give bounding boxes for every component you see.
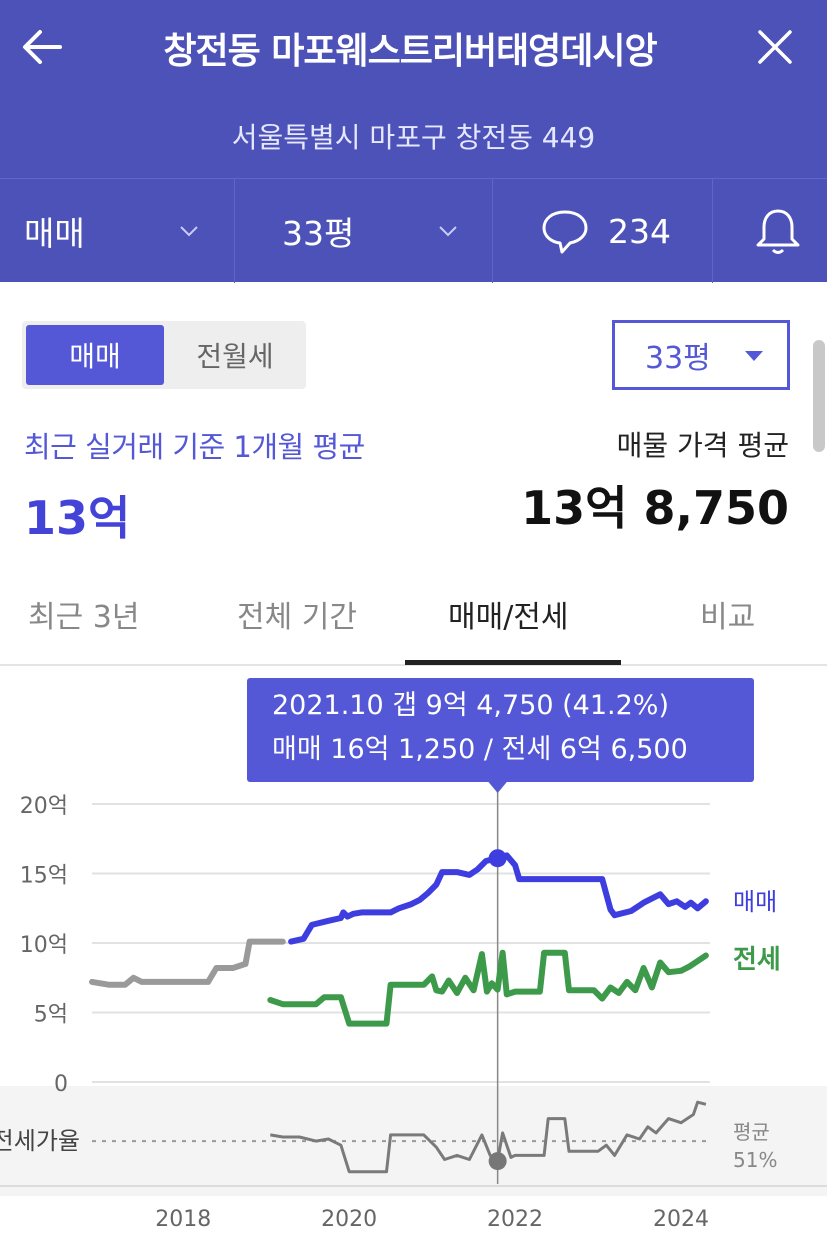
bell-icon [756,209,800,254]
past-sale-line [89,938,286,988]
comment-count: 234 [608,211,671,251]
average-value: 51% [733,1148,777,1172]
tooltip-line-2: 매매 16억 1,250 / 전세 6억 6,500 [272,734,688,765]
jeonse-line [267,949,709,1027]
highlight-point[interactable] [488,849,507,868]
toolbar-divider [492,179,493,283]
size-label: 33평 [282,214,355,253]
tooltip-pointer [487,781,508,793]
chevron-down-icon [439,226,457,237]
size-select[interactable]: 33평 [612,320,790,390]
y-tick-label: 0 [54,1072,68,1097]
x-tick-label: 2020 [321,1207,377,1232]
y-tick-label: 15억 [20,864,68,889]
period-tabs: 최근 3년 전체 기간 매매/전세 비교 [0,570,827,666]
tab-all-period[interactable]: 전체 기간 [237,600,357,635]
address-text: 서울특별시 마포구 창전동 449 [231,121,596,154]
notification-button[interactable] [752,179,808,283]
comments-button[interactable]: 234 [540,179,700,283]
ratio-highlight-point[interactable] [488,1152,507,1171]
series-label-sale: 매매 [733,888,777,916]
segment-sale[interactable]: 매매 [26,325,164,385]
y-tick-label: 20억 [20,794,68,819]
divider [0,1185,827,1187]
series-label-jeonse: 전세 [733,945,781,975]
size-select-value: 33평 [645,341,711,376]
toolbar-divider [234,179,235,283]
listing-price-value: 13억 8,750 [521,481,789,535]
close-icon[interactable] [752,24,798,70]
app-header: 창전동 마포웨스트리버태영데시앙 서울특별시 마포구 창전동 449 매매 33… [0,0,827,283]
tooltip-box [247,678,754,782]
tab-recent-3y[interactable]: 최근 3년 [28,600,140,635]
ratio-line [270,1100,707,1174]
deal-type-label: 매매 [24,214,85,253]
tab-compare[interactable]: 비교 [700,600,756,635]
recent-trade-label: 최근 실거래 기준 1개월 평균 [24,430,365,464]
x-tick-label: 2018 [155,1207,211,1232]
segment-rent[interactable]: 전월세 [196,340,274,373]
deal-type-dropdown[interactable]: 매매 [24,179,224,283]
sale-line [288,852,709,945]
average-label: 평균 [733,1120,770,1144]
scrollbar[interactable] [813,340,825,452]
back-arrow-icon[interactable] [20,24,66,70]
y-tick-label: 10억 [20,933,68,958]
page-title: 창전동 마포웨스트리버태영데시앙 [163,31,657,72]
caret-down-icon [745,351,763,361]
active-tab-indicator [405,660,621,665]
ratio-label: 전세가율 [0,1127,80,1155]
toolbar-divider [712,179,713,283]
size-dropdown[interactable]: 33평 [282,179,472,283]
listing-price-label: 매물 가격 평균 [616,429,789,462]
tooltip-line-1: 2021.10 갭 9억 4,750 (41.2%) [272,690,669,721]
speech-bubble-icon [542,210,588,254]
tab-sale-jeonse[interactable]: 매매/전세 [448,600,569,635]
trade-type-segment: 매매 전월세 [22,321,306,389]
y-tick-label: 5억 [34,1003,68,1028]
x-tick-label: 2022 [487,1207,543,1232]
recent-trade-value: 13억 [24,491,131,545]
x-tick-label: 2024 [653,1207,709,1232]
toolbar: 매매 33평 234 [0,178,827,283]
chevron-down-icon [180,226,198,237]
